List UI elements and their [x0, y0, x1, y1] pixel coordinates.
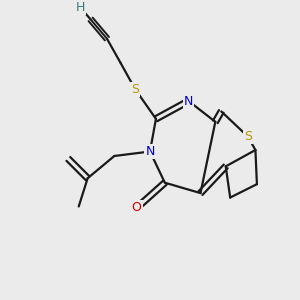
Text: S: S — [131, 83, 139, 96]
Text: N: N — [184, 94, 193, 107]
Text: H: H — [76, 1, 85, 14]
Text: O: O — [132, 201, 142, 214]
Text: S: S — [244, 130, 252, 143]
Text: N: N — [145, 145, 155, 158]
